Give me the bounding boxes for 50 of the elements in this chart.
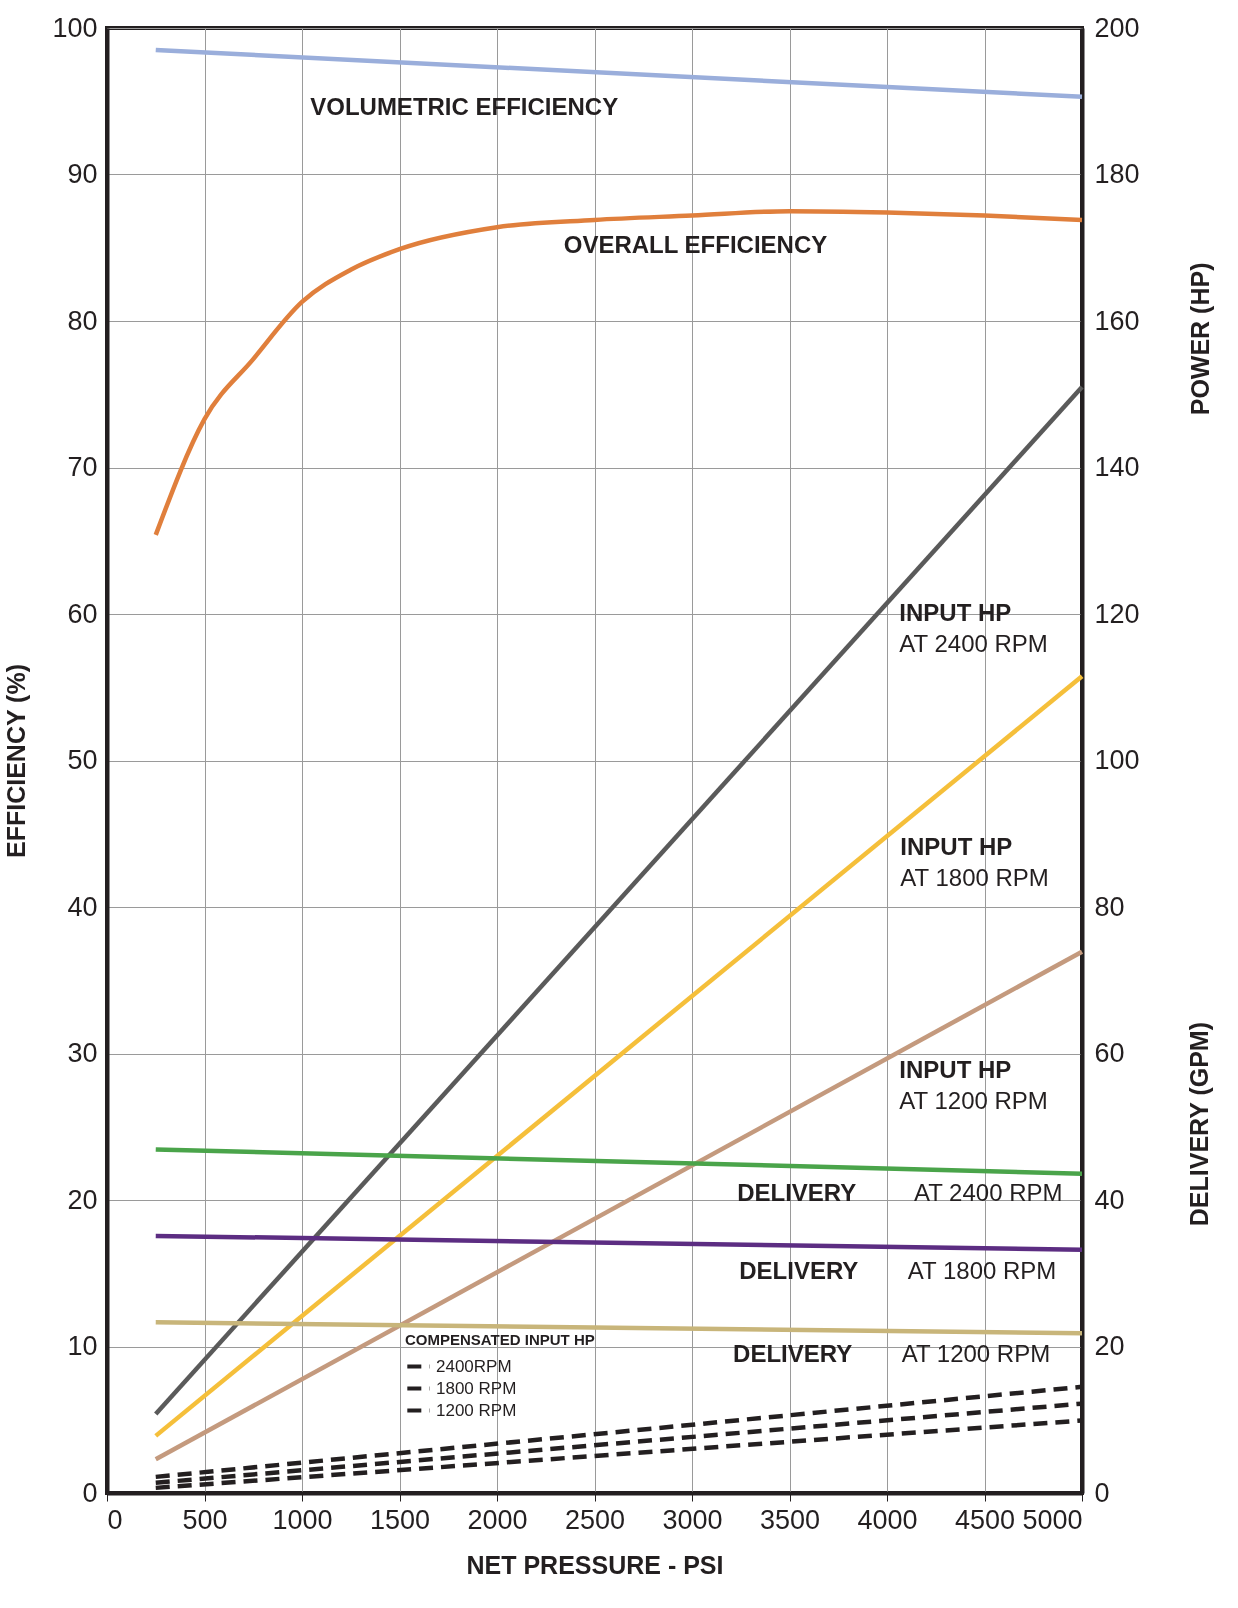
y-tick-label: 0 xyxy=(82,1477,98,1508)
y-tick-label: 60 xyxy=(67,598,98,629)
x-tick-label: 5000 xyxy=(1022,1504,1083,1535)
y2-tick-label: 160 xyxy=(1094,305,1140,336)
y-tick-label: 40 xyxy=(67,891,98,922)
x-tick-label: 3500 xyxy=(759,1504,821,1535)
x-tick-label: 1500 xyxy=(369,1504,431,1535)
series-label: VOLUMETRIC EFFICIENCY xyxy=(310,93,619,121)
y-tick-label: 30 xyxy=(67,1038,98,1068)
text: DELIVERY (GPM) xyxy=(1185,1022,1213,1227)
y-tick-label: 20 xyxy=(67,1184,98,1215)
y-tick-label: 80 xyxy=(67,305,98,336)
x-axis-title: NET PRESSURE - PSI xyxy=(466,1550,724,1579)
legend-title: COMPENSATED INPUT HP xyxy=(405,1331,595,1348)
legend-label: 2400RPM xyxy=(436,1356,512,1376)
y2-tick-label: 120 xyxy=(1094,598,1140,629)
x-tick-label: 4000 xyxy=(857,1504,918,1535)
x-tick-label: 2000 xyxy=(467,1504,528,1535)
text: DELIVERY AT 1800 RPM xyxy=(739,1256,1057,1284)
y-tick-label: 50 xyxy=(67,745,98,775)
y2-tick-label: 200 xyxy=(1094,12,1140,43)
y2-tick-label: 0 xyxy=(1094,1477,1110,1508)
legend-label: 1800 RPM xyxy=(436,1378,517,1398)
series-label: INPUT HP AT 2400 RPM xyxy=(899,599,1048,657)
line-series xyxy=(153,208,1085,538)
y-tick-label: 90 xyxy=(67,159,98,189)
legend-label: 1200 RPM xyxy=(436,1400,517,1420)
x-tick-label: 500 xyxy=(182,1504,228,1535)
x-tick-label: 1000 xyxy=(272,1504,333,1535)
text: DELIVERY AT 1200 RPM xyxy=(733,1340,1051,1368)
y2-tick-label: 100 xyxy=(1094,745,1140,775)
y2-tick-label: 140 xyxy=(1094,452,1140,482)
x-tick-label: 2500 xyxy=(564,1504,626,1535)
text: DELIVERY AT 2400 RPM xyxy=(737,1178,1063,1206)
y2-tick-label: 40 xyxy=(1094,1184,1125,1215)
y-tick-label: 100 xyxy=(52,12,98,43)
y2-axis-title: POWER (HP) xyxy=(1185,262,1214,416)
y2-tick-label: 60 xyxy=(1094,1038,1125,1068)
y2-tick-label: 20 xyxy=(1094,1331,1125,1361)
y-axis-title: EFFICIENCY (%) xyxy=(2,664,31,858)
y2-tick-label: 80 xyxy=(1094,891,1125,922)
series-label: INPUT HP AT 1800 RPM xyxy=(900,833,1049,891)
y-tick-label: 10 xyxy=(67,1331,98,1361)
y-tick-label: 70 xyxy=(67,452,98,482)
x-tick-label: 4500 xyxy=(954,1504,1016,1535)
x-tick-label: 0 xyxy=(107,1504,123,1535)
series-label: OVERALL EFFICIENCY xyxy=(563,230,828,258)
y2-tick-label: 180 xyxy=(1094,159,1140,189)
series-label: INPUT HP AT 1200 RPM xyxy=(899,1055,1048,1114)
x-tick-label: 3000 xyxy=(662,1504,723,1535)
